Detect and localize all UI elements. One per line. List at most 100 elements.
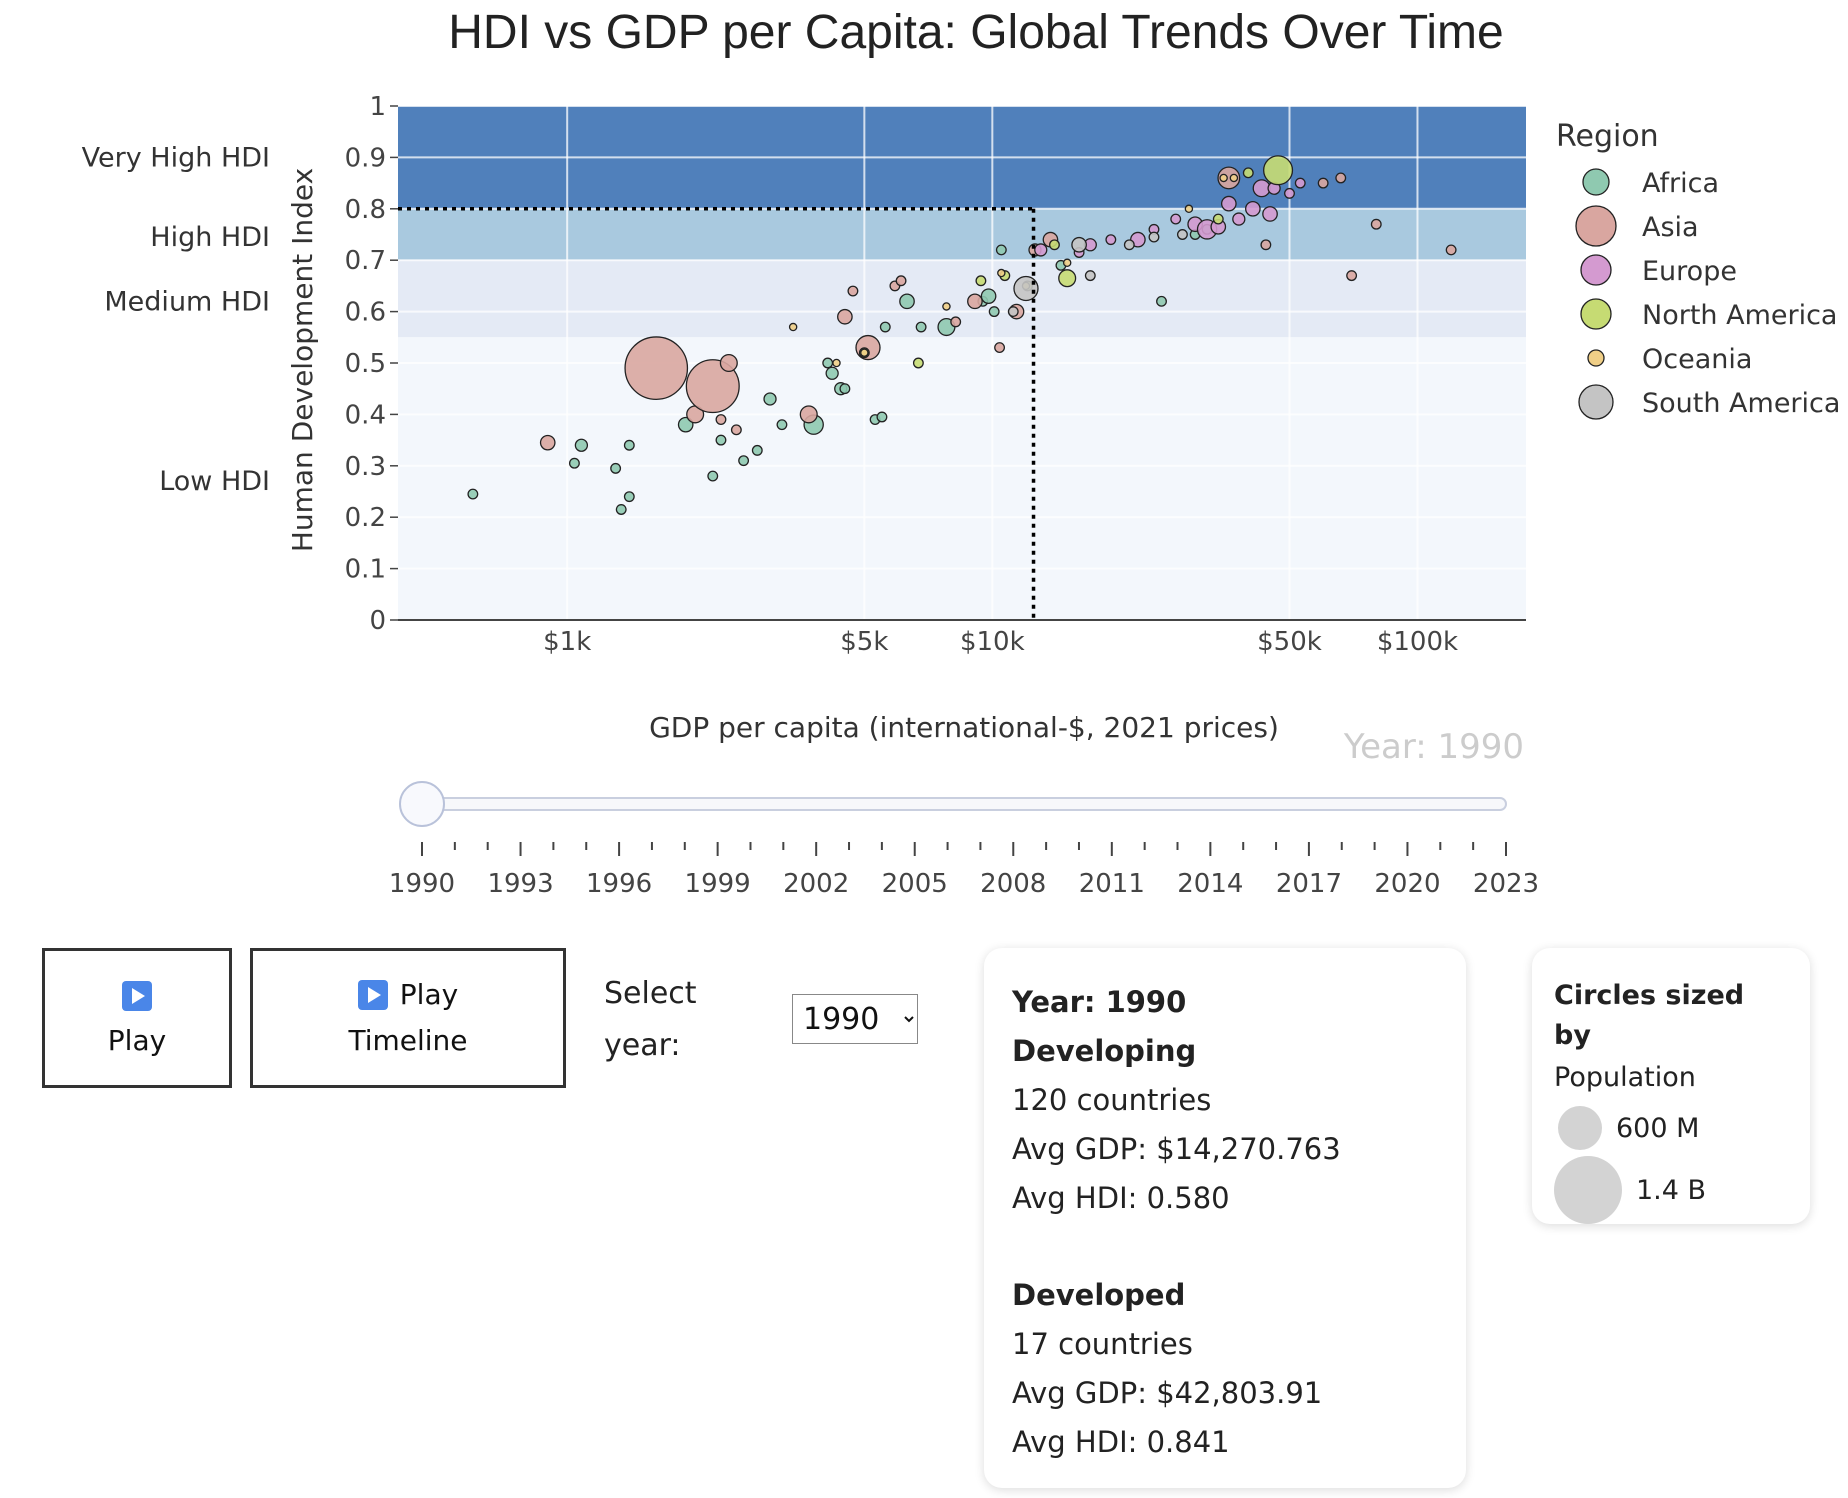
developing-avg-hdi: Avg HDI: 0.580: [1012, 1181, 1230, 1215]
band-label: Low HDI: [159, 466, 270, 497]
y-tick-label: 0.8: [345, 195, 386, 225]
data-point: [467, 488, 479, 500]
data-point: [574, 438, 589, 452]
data-point: [1294, 177, 1306, 189]
y-tick-label: 0.5: [345, 349, 386, 379]
legend-marker: [1580, 254, 1612, 286]
legend-marker: [1578, 384, 1614, 420]
y-tick-label: 0.6: [345, 298, 386, 328]
data-point: [610, 462, 622, 474]
size-legend-title: Circles sized by: [1554, 980, 1745, 1051]
slider-year-label: 2011: [1079, 869, 1145, 899]
data-point: [1170, 213, 1182, 225]
slider-year-label: 1999: [685, 869, 751, 899]
year-watermark: Year: 1990: [1343, 727, 1524, 767]
data-point: [615, 504, 627, 515]
data-point: [1013, 275, 1039, 302]
data-point: [1284, 187, 1295, 199]
data-point: [1244, 200, 1261, 217]
x-tick-label: $50k: [1257, 627, 1322, 657]
data-point: [1262, 206, 1278, 222]
slider-track[interactable]: [421, 797, 1507, 811]
data-point: [1105, 234, 1117, 246]
data-point: [776, 419, 788, 431]
hdi-band: [398, 260, 1526, 338]
data-point: [822, 357, 834, 369]
data-point: [788, 322, 798, 332]
y-tick-label: 0.9: [345, 143, 386, 173]
data-point: [975, 275, 987, 287]
play-button-label: Play: [107, 1024, 167, 1057]
data-point: [1317, 177, 1329, 189]
chart-title: HDI vs GDP per Capita: Global Trends Ove…: [448, 6, 1503, 59]
legend-marker: [1575, 205, 1617, 247]
data-point: [825, 366, 839, 380]
slider-year-label: 2020: [1374, 869, 1440, 899]
legend-entry: North America: [1642, 300, 1837, 331]
data-point: [1049, 239, 1060, 251]
data-point: [1445, 244, 1457, 256]
developing-avg-gdp: Avg GDP: $14,270.763: [1012, 1132, 1341, 1166]
data-point: [895, 275, 907, 287]
data-point: [1071, 236, 1087, 253]
data-point: [1232, 212, 1246, 226]
x-tick-label: $1k: [543, 627, 591, 657]
data-point: [912, 357, 924, 369]
data-point: [1156, 295, 1167, 307]
stats-panel: Year: 1990 Developing 120 countries Avg …: [984, 948, 1466, 1488]
data-point: [1176, 229, 1188, 240]
data-point: [839, 383, 851, 395]
play-icon: [357, 980, 388, 1010]
data-point: [1229, 173, 1239, 183]
data-point: [876, 411, 888, 423]
legend-marker: [1580, 298, 1612, 330]
data-point: [623, 439, 635, 451]
year-select[interactable]: 1990: [792, 994, 918, 1044]
slider-year-label: 2023: [1473, 869, 1539, 899]
data-point: [719, 353, 738, 373]
hdi-band: [398, 337, 1526, 620]
data-point: [685, 359, 740, 414]
data-point: [1062, 258, 1072, 268]
data-point: [899, 293, 915, 310]
developed-avg-hdi: Avg HDI: 0.841: [1012, 1425, 1230, 1459]
data-point: [738, 455, 750, 467]
play-timeline-button[interactable]: Play Timeline: [250, 948, 566, 1088]
data-point: [832, 358, 841, 368]
slider-year-label: 2017: [1276, 869, 1342, 899]
size-small-label: 600 M: [1616, 1112, 1700, 1144]
data-point: [980, 288, 997, 305]
y-axis-title: Human Development Index: [286, 168, 319, 552]
data-point: [799, 405, 818, 424]
y-tick-label: 0.2: [345, 503, 386, 533]
data-point: [1007, 306, 1019, 318]
legend-marker: [1587, 349, 1605, 367]
developed-title: Developed: [1012, 1278, 1186, 1312]
slider-year-label: 1990: [389, 869, 455, 899]
data-point: [715, 434, 727, 446]
data-point: [847, 285, 859, 297]
legend-marker: [1582, 168, 1610, 196]
data-point: [950, 316, 962, 328]
data-point: [997, 268, 1006, 278]
data-point: [1370, 218, 1382, 230]
x-tick-label: $100k: [1377, 627, 1458, 657]
slider-year-label: 2002: [783, 869, 849, 899]
slider-year-label: 1996: [586, 869, 652, 899]
data-point: [707, 470, 719, 482]
size-legend-subtitle: Population: [1554, 1062, 1696, 1093]
slider-handle[interactable]: [399, 781, 445, 827]
data-point: [988, 306, 1000, 318]
x-tick-label: $10k: [960, 627, 1025, 657]
band-label: Very High HDI: [82, 142, 270, 173]
data-point: [860, 348, 869, 357]
size-dot-small: [1558, 1106, 1602, 1150]
data-point: [994, 342, 1006, 354]
play-button[interactable]: Play: [42, 948, 232, 1088]
data-point: [967, 293, 983, 310]
data-point: [715, 414, 727, 425]
size-legend-panel: Circles sized by Population 600 M 1.4 B: [1532, 948, 1810, 1224]
developed-countries: 17 countries: [1012, 1327, 1193, 1361]
slider-year-label: 1993: [487, 869, 553, 899]
data-point: [1058, 269, 1077, 288]
